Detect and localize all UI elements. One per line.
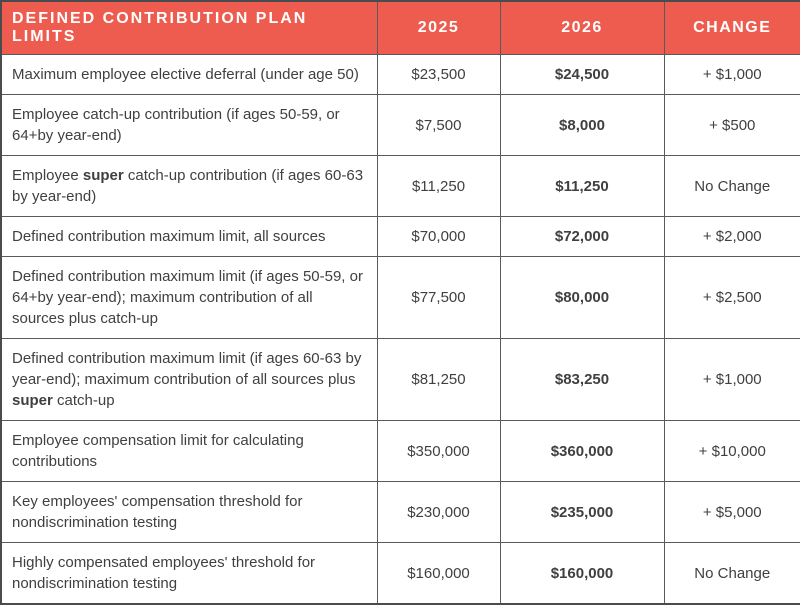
limit-label: Key employees' compensation threshold fo… xyxy=(0,481,378,543)
value-2025: $7,500 xyxy=(376,94,501,156)
limit-label: Employee catch-up contribution (if ages … xyxy=(0,94,378,156)
column-header-change: CHANGE xyxy=(663,0,800,55)
value-2026: $360,000 xyxy=(499,420,665,482)
value-2026: $160,000 xyxy=(499,542,665,605)
table-header: DEFINED CONTRIBUTION PLAN LIMITS 2025 20… xyxy=(0,0,800,55)
table-title: DEFINED CONTRIBUTION PLAN LIMITS xyxy=(0,0,378,55)
table-row: Maximum employee elective deferral (unde… xyxy=(0,54,800,95)
limit-label: Defined contribution maximum limit (if a… xyxy=(0,256,378,339)
value-change: + $1,000 xyxy=(663,338,800,421)
value-change: + $1,000 xyxy=(663,54,800,95)
value-2025: $70,000 xyxy=(376,216,501,257)
limit-label-text: Key employees' compensation threshold fo… xyxy=(12,493,303,531)
value-2026: $11,250 xyxy=(499,155,665,217)
column-header-2026: 2026 xyxy=(499,0,665,55)
value-2026: $83,250 xyxy=(499,338,665,421)
limit-label: Employee compensation limit for calculat… xyxy=(0,420,378,482)
value-2026: $235,000 xyxy=(499,481,665,543)
value-2026: $72,000 xyxy=(499,216,665,257)
limit-label-text: Employee xyxy=(12,167,83,184)
limit-label-text: Defined contribution maximum limit (if a… xyxy=(12,350,362,388)
limit-label-text: Maximum employee elective deferral (unde… xyxy=(12,66,359,83)
value-2026: $24,500 xyxy=(499,54,665,95)
limit-label-text: Defined contribution maximum limit, all … xyxy=(12,228,326,245)
limit-label-bold-text: super xyxy=(82,167,124,184)
value-2025: $23,500 xyxy=(376,54,501,95)
limit-label: Maximum employee elective deferral (unde… xyxy=(0,54,378,95)
limit-label-text: Employee compensation limit for calculat… xyxy=(12,432,304,470)
value-change: + $5,000 xyxy=(663,481,800,543)
value-2025: $81,250 xyxy=(376,338,501,421)
limit-label-text: Defined contribution maximum limit (if a… xyxy=(12,268,363,327)
table-row: Key employees' compensation threshold fo… xyxy=(0,481,800,543)
table-row: Defined contribution maximum limit (if a… xyxy=(0,256,800,339)
limit-label: Defined contribution maximum limit, all … xyxy=(0,216,378,257)
value-2026: $8,000 xyxy=(499,94,665,156)
table-row: Highly compensated employees' threshold … xyxy=(0,542,800,605)
value-2025: $230,000 xyxy=(376,481,501,543)
column-header-2025: 2025 xyxy=(376,0,501,55)
limit-label: Highly compensated employees' threshold … xyxy=(0,542,378,605)
limit-label-text: Highly compensated employees' threshold … xyxy=(12,554,316,592)
value-change: + $10,000 xyxy=(663,420,800,482)
table-row: Employee catch-up contribution (if ages … xyxy=(0,94,800,156)
value-change: + $2,000 xyxy=(663,216,800,257)
table-row: Employee super catch-up contribution (if… xyxy=(0,155,800,217)
table-row: Employee compensation limit for calculat… xyxy=(0,420,800,482)
limit-label-text: Employee catch-up contribution (if ages … xyxy=(12,106,340,144)
value-2025: $11,250 xyxy=(376,155,501,217)
value-2026: $80,000 xyxy=(499,256,665,339)
limits-table-body: Maximum employee elective deferral (unde… xyxy=(0,54,800,605)
table-row: Defined contribution maximum limit (if a… xyxy=(0,338,800,421)
limit-label-text: catch-up xyxy=(52,392,115,409)
value-change: + $500 xyxy=(663,94,800,156)
header-row: DEFINED CONTRIBUTION PLAN LIMITS 2025 20… xyxy=(0,0,800,55)
value-change: + $2,500 xyxy=(663,256,800,339)
limit-label-text: catch-up contribution (if ages 60-63 by … xyxy=(12,167,364,205)
limit-label-bold-text: super xyxy=(12,392,53,409)
limit-label: Employee super catch-up contribution (if… xyxy=(0,155,378,217)
value-change: No Change xyxy=(663,155,800,217)
limit-label: Defined contribution maximum limit (if a… xyxy=(0,338,378,421)
value-change: No Change xyxy=(663,542,800,605)
table-row: Defined contribution maximum limit, all … xyxy=(0,216,800,257)
value-2025: $77,500 xyxy=(376,256,501,339)
value-2025: $350,000 xyxy=(376,420,501,482)
